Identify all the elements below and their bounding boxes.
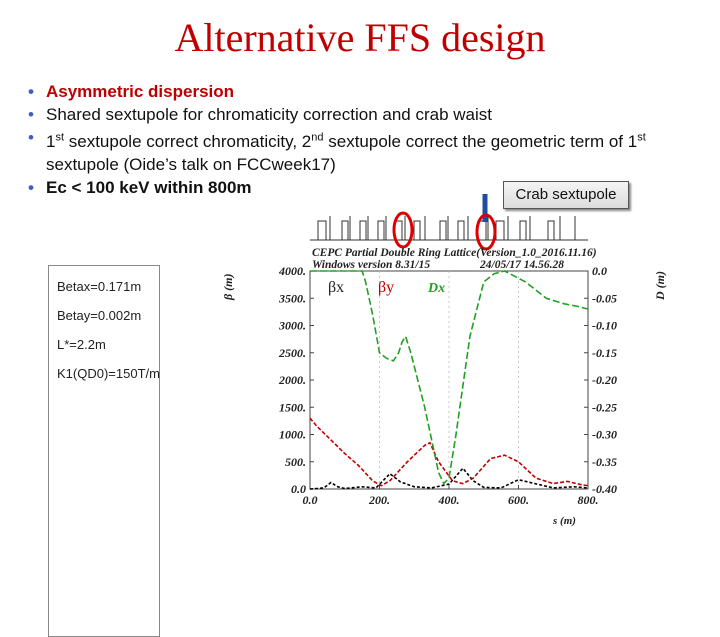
x-tick-label: 0.0 — [303, 493, 318, 507]
slide-title: Alternative FFS design — [174, 15, 546, 60]
chart-header-line1: CEPC Partial Double Ring Lattice(Version… — [312, 247, 597, 259]
param-betax: Betax=0.171m — [57, 279, 142, 294]
lattice-element — [359, 220, 367, 241]
lattice-element — [413, 220, 421, 241]
right-tick-label: -0.20 — [592, 373, 617, 387]
right-tick-label: -0.25 — [592, 400, 617, 414]
legend-betax: βx — [328, 279, 344, 296]
sextupole-marker-icon — [475, 213, 497, 251]
left-tick-label: 2500. — [278, 346, 306, 360]
left-axis-ticks: 0.0 500. 1000. 1500. 2000. 2500. 3000. 3500. 400… — [278, 264, 314, 496]
bullet-item: • 1st sextupole correct chromaticity, 2nd… — [28, 126, 708, 176]
x-tick-label: 600. — [508, 493, 529, 507]
bullet-dot-icon: • — [28, 82, 34, 101]
left-tick-label: 1000. — [279, 428, 306, 442]
legend-dx: Dx — [427, 281, 445, 296]
plot-grid — [379, 271, 519, 489]
right-tick-label: -0.30 — [592, 428, 617, 442]
series-lines — [309, 270, 589, 490]
left-tick-label: 500. — [285, 455, 306, 469]
bullet-item: • Shared sextupole for chromaticity corre… — [28, 103, 708, 126]
lattice-strip — [310, 216, 588, 241]
lattice-element — [341, 220, 349, 241]
bullet-text: Asymmetric dispersion — [46, 82, 235, 101]
bullet-text: 1st sextupole correct chromaticity, 2nd … — [46, 131, 646, 174]
lattice-element — [495, 220, 505, 241]
chart-header-line2-left: Windows version 8.31/15 — [312, 259, 430, 271]
bullet-dot-icon: • — [28, 105, 34, 124]
y-left-label: β (m) — [221, 274, 235, 301]
bullet-item: • Asymmetric dispersion — [28, 80, 708, 103]
left-tick-label: 1500. — [279, 400, 306, 414]
right-tick-label: -0.10 — [592, 319, 617, 333]
right-tick-label: 0.0 — [592, 264, 607, 278]
lattice-element — [547, 220, 555, 241]
lattice-element — [457, 220, 465, 241]
bullet-item: • Ec < 100 keV within 800m — [28, 176, 708, 199]
x-tick-label: 400. — [438, 493, 460, 507]
bullet-text: Shared sextupole for chromaticity correc… — [46, 105, 492, 124]
lattice-element — [519, 220, 527, 241]
bullet-dot-icon: • — [28, 128, 34, 147]
crab-sextupole-callout: Crab sextupole — [503, 181, 629, 209]
lattice-element — [377, 220, 385, 241]
lattice-element — [439, 220, 447, 241]
x-axis-ticks: 0.0 200. 400. 600. 800. — [303, 485, 599, 507]
left-tick-label: 3000. — [278, 319, 306, 333]
legend-betay: βy — [378, 279, 394, 296]
x-tick-label: 800. — [578, 493, 599, 507]
optics-plot: CEPC Partial Double Ring Lattice(Version… — [221, 194, 667, 527]
right-tick-label: -0.40 — [592, 482, 617, 496]
param-betay: Betay=0.002m — [57, 308, 142, 323]
right-axis-ticks: 0.0 -0.05 -0.10 -0.15 -0.20 -0.25 -0.30 -0.35 -0… — [584, 264, 617, 496]
sextupole-marker-icon — [392, 211, 414, 249]
param-lstar: L*=2.2m — [57, 337, 106, 352]
series-line-dx — [310, 270, 589, 486]
series-line-betay — [309, 417, 589, 487]
param-k1: K1(QD0)=150T/m — [57, 366, 160, 381]
bullet-dot-icon: • — [28, 177, 34, 197]
left-tick-label: 4000. — [278, 264, 306, 278]
y-right-label: D (m) — [653, 271, 667, 301]
left-tick-label: 3500. — [278, 291, 306, 305]
bullet-list: • Asymmetric dispersion • Shared sextupole… — [28, 80, 708, 199]
lattice-element — [317, 220, 327, 241]
series-line-betax — [309, 467, 589, 490]
x-axis-label: s (m) — [552, 515, 576, 527]
x-tick-label: 200. — [368, 493, 390, 507]
bullet-text: Ec < 100 keV within 800m — [46, 177, 252, 197]
left-tick-label: 0.0 — [291, 482, 306, 496]
right-tick-label: -0.05 — [592, 291, 617, 305]
left-tick-label: 2000. — [278, 373, 306, 387]
chart-header-line2-right: 24/05/17 14.56.28 — [479, 259, 564, 271]
right-tick-label: -0.35 — [592, 455, 617, 469]
right-tick-label: -0.15 — [592, 346, 617, 360]
